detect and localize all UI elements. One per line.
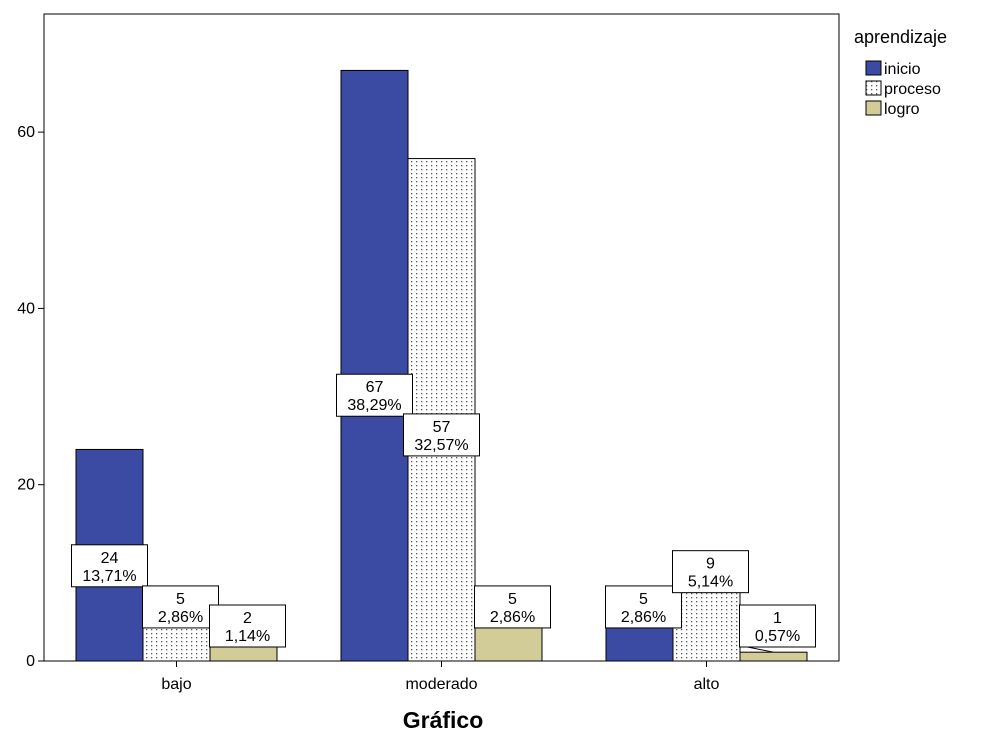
legend-label-inicio: inicio <box>884 61 921 78</box>
x-axis-title: Gráfico <box>403 707 484 731</box>
data-label-box <box>142 585 219 629</box>
legend-swatch-inicio <box>865 60 882 76</box>
y-tick-label: 40 <box>17 300 35 317</box>
data-label-box <box>474 585 551 629</box>
bar-inicio-moderado <box>340 69 409 662</box>
data-label-box <box>403 413 480 457</box>
data-label-logro-bajo: 21,14% <box>209 604 286 648</box>
bar-proceso-moderado <box>407 158 476 662</box>
data-label-count: 2 <box>243 610 252 627</box>
data-label-box <box>209 604 286 648</box>
data-label-box <box>336 373 413 417</box>
data-label-inicio-alto: 52,86% <box>605 585 682 629</box>
data-label-percent: 2,86% <box>158 609 203 626</box>
data-label-box <box>71 544 148 588</box>
data-label-count: 24 <box>101 550 119 567</box>
data-label-count: 57 <box>433 419 451 436</box>
data-label-proceso-bajo: 52,86% <box>142 585 219 629</box>
legend-label-logro: logro <box>884 101 920 118</box>
data-label-count: 67 <box>366 379 384 396</box>
bar-logro-alto <box>739 651 808 662</box>
legend-swatch-proceso <box>865 80 882 96</box>
data-label-percent: 13,71% <box>82 568 136 585</box>
data-label-count: 1 <box>773 610 782 627</box>
data-label-logro-moderado: 52,86% <box>474 585 551 629</box>
data-label-box <box>672 550 749 594</box>
bars <box>75 69 808 662</box>
data-label-leader <box>747 646 774 653</box>
y-tick-label: 20 <box>17 477 35 494</box>
data-label-count: 5 <box>176 591 185 608</box>
data-label-box <box>605 585 682 629</box>
x-tick-label: alto <box>694 676 720 693</box>
legend-label-proceso: proceso <box>884 81 941 98</box>
data-label-percent: 0,57% <box>755 628 800 645</box>
data-label-count: 9 <box>706 556 715 573</box>
bar-proceso-alto <box>672 581 741 662</box>
x-tick-label: bajo <box>161 676 191 693</box>
data-label-percent: 32,57% <box>414 437 468 454</box>
data-label-count: 5 <box>639 591 648 608</box>
y-tick-label: 0 <box>26 653 35 670</box>
y-axis: 0 20 40 60 <box>17 124 44 670</box>
data-label-percent: 38,29% <box>347 397 401 414</box>
data-label-box <box>739 604 816 648</box>
data-label-logro-alto: 10,57% <box>739 604 816 653</box>
legend-swatch-logro <box>865 100 882 116</box>
data-label-count: 5 <box>508 591 517 608</box>
data-label-percent: 1,14% <box>225 628 270 645</box>
data-label-percent: 5,14% <box>688 574 733 591</box>
legend: aprendizaje inicio proceso logro <box>854 27 947 118</box>
legend-title: aprendizaje <box>854 27 947 47</box>
data-label-percent: 2,86% <box>490 609 535 626</box>
x-axis: bajo moderado alto <box>161 661 720 693</box>
data-label-percent: 2,86% <box>621 609 666 626</box>
y-tick-label: 60 <box>17 124 35 141</box>
x-tick-label: moderado <box>405 676 477 693</box>
data-label-proceso-alto: 95,14% <box>672 550 749 594</box>
